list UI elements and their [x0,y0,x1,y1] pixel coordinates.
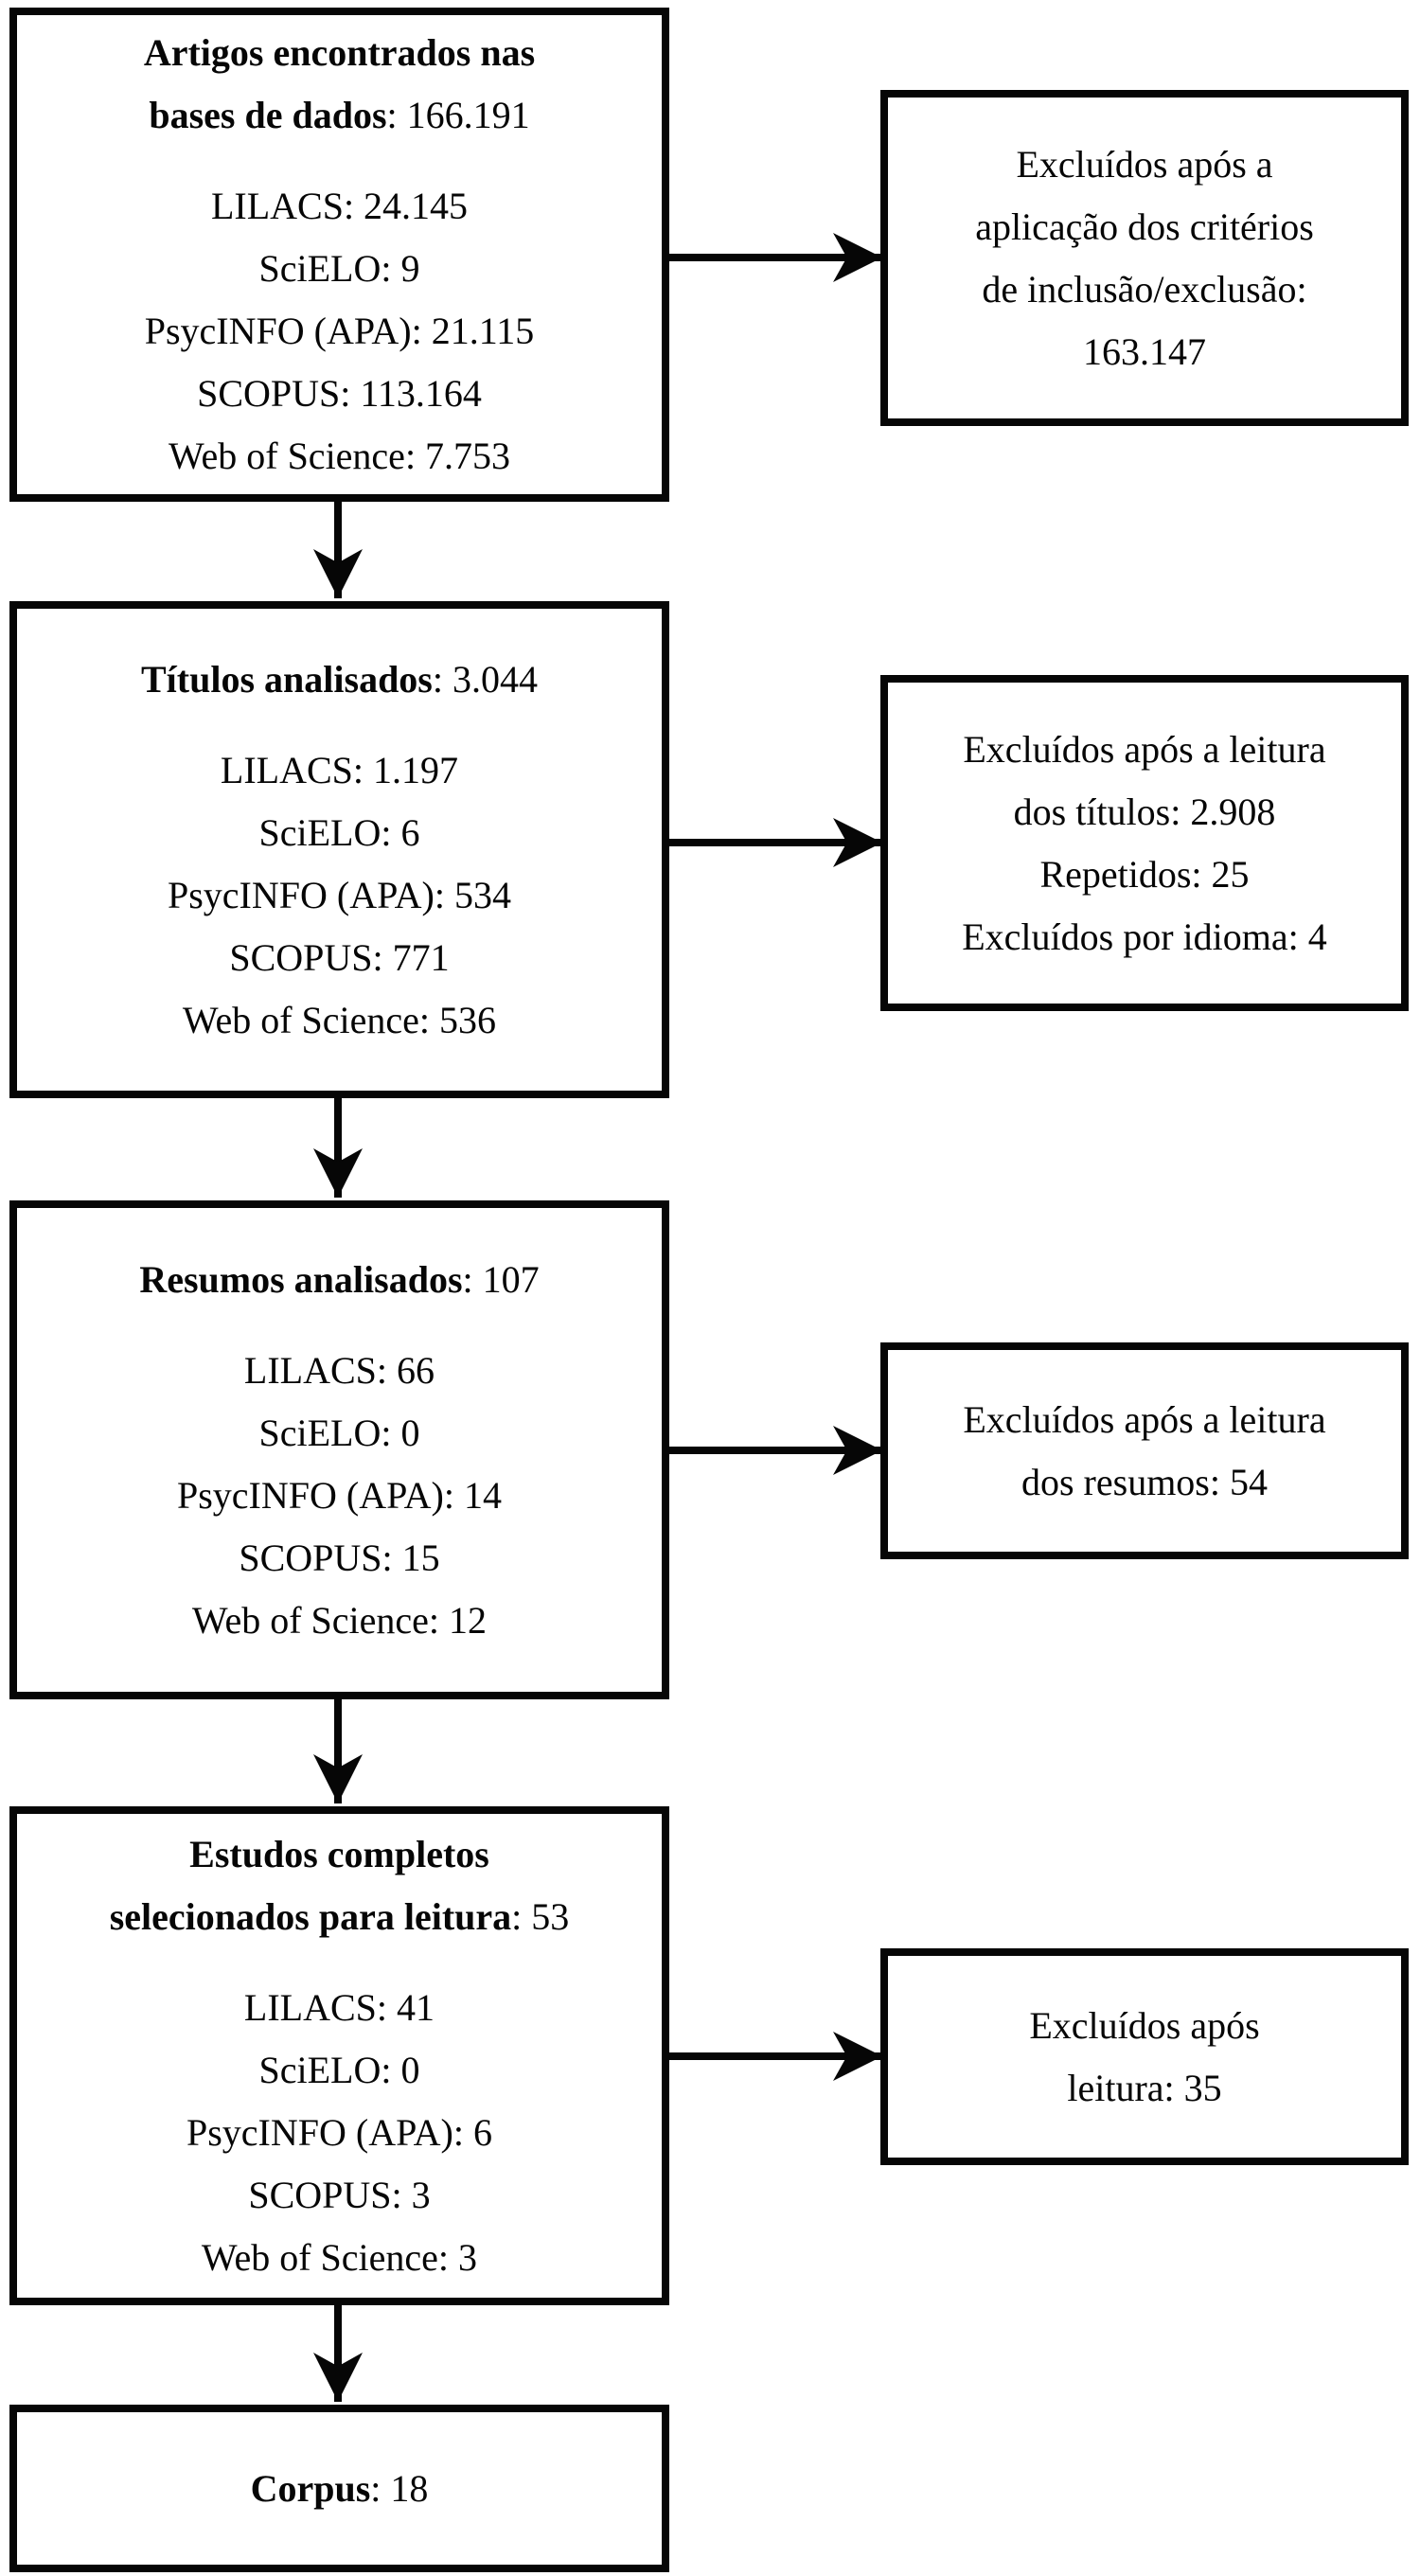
text-line: SCOPUS: 771 [229,935,450,979]
box-lines: Excluídos após leitura: 35 [1029,1995,1259,2120]
text-line: SCOPUS: 3 [248,2173,431,2216]
corpus-label: Corpus: 18 [250,2466,429,2510]
box-lines: Excluídos após a leitura dos resumos: 54 [963,1389,1325,1514]
text-line: Web of Science: 3 [201,2235,478,2279]
flow-box-titles-analyzed: Títulos analisados: 3.044 LILACS: 1.197 S… [9,601,669,1098]
box-title: Estudos completos selecionados para leit… [110,1823,570,1948]
box-title: Títulos analisados: 3.044 [141,648,538,711]
box-lines: Excluídos após a leitura dos títulos: 2.9… [962,719,1327,968]
text-line: Excluídos após a [1016,142,1273,186]
title-line: Estudos completos [189,1832,489,1875]
flow-box-excluded-titles: Excluídos após a leitura dos títulos: 2.9… [880,675,1409,1011]
box-title: Resumos analisados: 107 [139,1249,539,1311]
box-items: LILACS: 41 SciELO: 0 PsycINFO (APA): 6 SCOP… [186,1977,492,2289]
title-line: Títulos analisados: 3.044 [140,657,538,701]
text-line: leitura: 35 [1067,2066,1222,2109]
flow-box-full-studies-selected: Estudos completos selecionados para leit… [9,1806,669,2305]
box-items: LILACS: 24.145 SciELO: 9 PsycINFO (APA): 2… [145,175,535,488]
text-line: SciELO: 0 [258,2048,420,2091]
text-line: Excluídos após a leitura [963,727,1326,771]
flow-box-abstracts-analyzed: Resumos analisados: 107 LILACS: 66 SciELO… [9,1200,669,1699]
text-line: 163.147 [1083,329,1206,373]
flow-box-articles-found: Artigos encontrados nas bases de dados: … [9,8,669,502]
title-line: Artigos encontrados nas [143,31,536,74]
flow-box-excluded-reading: Excluídos após leitura: 35 [880,1948,1409,2165]
text-line: LILACS: 1.197 [220,748,459,791]
text-line: SciELO: 6 [258,810,420,854]
flow-box-excluded-abstracts: Excluídos após a leitura dos resumos: 54 [880,1342,1409,1559]
text-line: PsycINFO (APA): 14 [176,1473,502,1517]
text-line: Repetidos: 25 [1039,852,1250,896]
text-line: Excluídos após [1029,2003,1260,2047]
title-line: selecionados para leitura: 53 [109,1894,570,1938]
text-line: PsycINFO (APA): 6 [186,2110,492,2154]
text-line: PsycINFO (APA): 534 [167,873,511,916]
text-line: SCOPUS: 113.164 [197,372,482,415]
text-line: Excluídos após a leitura [963,1397,1326,1441]
text-line: dos títulos: 2.908 [1013,790,1276,833]
text-line: Web of Science: 7.753 [168,435,511,477]
text-line: aplicação dos critérios [975,204,1314,248]
text-line: SCOPUS: 15 [239,1536,440,1579]
text-line: PsycINFO (APA): 21.115 [144,310,535,352]
title-line: Resumos analisados: 107 [139,1257,540,1301]
box-lines: Excluídos após a aplicação dos critérios d… [975,133,1314,383]
text-line: Excluídos por idioma: 4 [962,915,1327,958]
text-line: LILACS: 41 [243,1985,435,2029]
text-line: Web of Science: 536 [182,998,497,1041]
box-items: LILACS: 66 SciELO: 0 PsycINFO (APA): 14 SCO… [177,1340,502,1652]
text-line: Web of Science: 12 [191,1598,488,1642]
text-line: SciELO: 9 [258,247,420,290]
text-line: de inclusão/exclusão: [982,267,1307,311]
text-line: LILACS: 24.145 [210,185,469,227]
text-line: LILACS: 66 [243,1348,435,1392]
title-line: bases de dados: 166.191 [149,94,530,136]
box-items: LILACS: 1.197 SciELO: 6 PsycINFO (APA): 53… [168,739,511,1052]
flow-box-excluded-criteria: Excluídos após a aplicação dos critérios d… [880,90,1409,426]
text-line: dos resumos: 54 [1021,1460,1268,1503]
flow-box-corpus: Corpus: 18 [9,2405,669,2572]
text-line: SciELO: 0 [258,1411,420,1454]
box-title: Artigos encontrados nas bases de dados: … [144,22,535,147]
